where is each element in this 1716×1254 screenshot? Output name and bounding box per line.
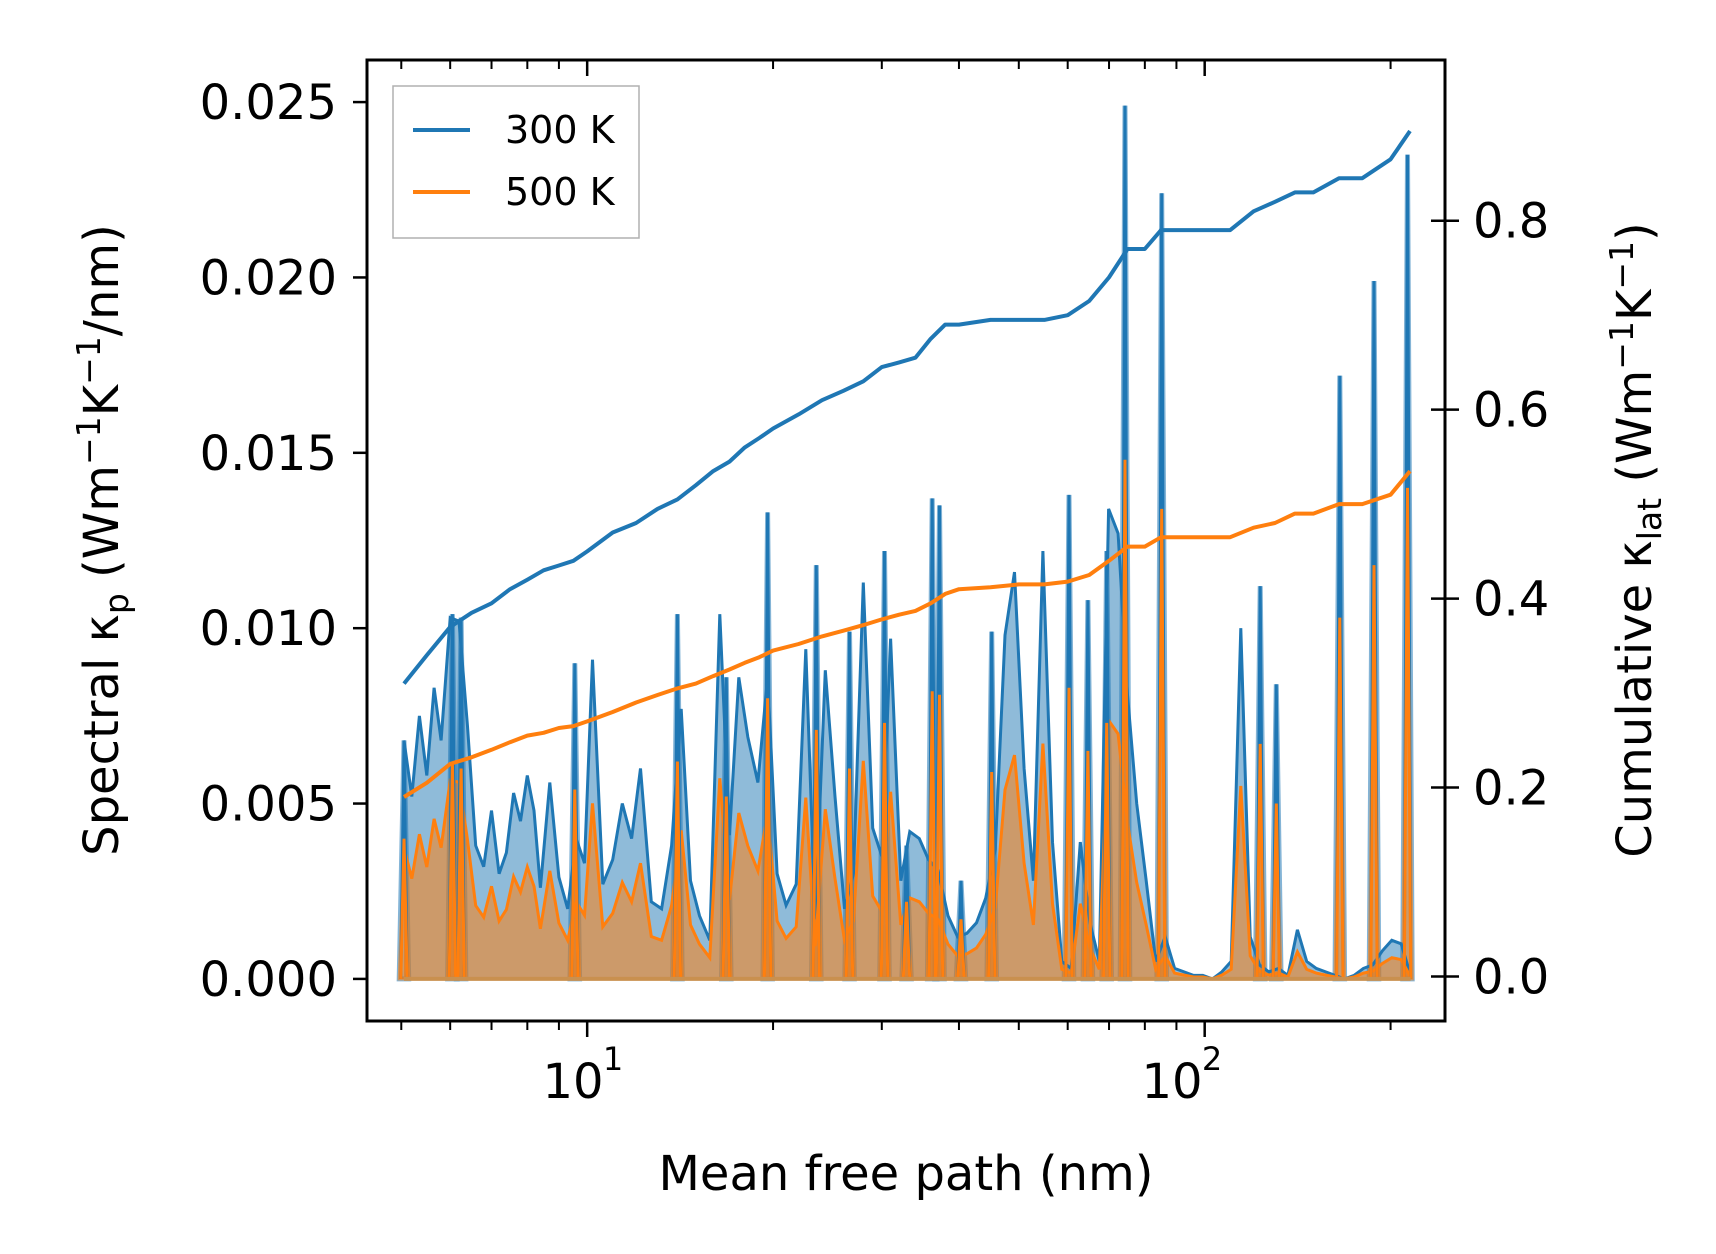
y-left-tick-label: 0.000 <box>200 952 337 1008</box>
spectral-spike-outline-500k <box>399 838 409 979</box>
spectral-spike-outline-500k <box>901 901 912 979</box>
y-left-label-sup: −1 <box>69 336 108 385</box>
ticks-layer <box>353 60 1459 1037</box>
y-right-label-sub: lat <box>1630 498 1669 540</box>
spectral-spike-outline-500k <box>1064 687 1074 979</box>
x-axis-label: Mean free path (nm) <box>659 1146 1154 1202</box>
spectral-spike-outline-500k <box>1255 743 1265 979</box>
y-right-label-main: Cumulative κ <box>1607 540 1663 858</box>
y-right-label-sup: −1 <box>1602 321 1641 370</box>
y-left-label-sup: −1 <box>69 416 108 465</box>
spectral-line-300k <box>402 508 1413 981</box>
x-tick-label-10: 10 1 <box>542 1040 623 1110</box>
y-left-tick-label: 0.025 <box>200 75 337 131</box>
y-left-label-sub: p <box>97 593 136 614</box>
spectral-spike-outline-500k <box>672 761 683 979</box>
spectral-spike-outline-500k <box>1120 459 1130 979</box>
y-right-tick-label: 0.4 <box>1473 572 1549 628</box>
legend-label-300k: 300 K <box>505 108 616 152</box>
plot-frame <box>365 58 1447 1023</box>
spectral-spike-outline-500k <box>762 698 773 979</box>
spectral-spike-outline-500k <box>1335 617 1345 979</box>
spectral-spike-outline-500k <box>1083 750 1093 979</box>
legend-label-500k: 500 K <box>505 170 616 214</box>
y-right-tick-label: 0.8 <box>1473 194 1549 250</box>
spectral-spike-outline-500k <box>927 691 937 979</box>
spectral-spike-outline-500k <box>1102 722 1112 979</box>
x-tick-label-base: 10 <box>1141 1054 1202 1110</box>
spectral-spike-outline-500k <box>934 694 945 979</box>
y-right-label-unit: ) <box>1607 222 1663 241</box>
spectral-spike-outline-500k <box>987 771 997 979</box>
x-tick-label-exp: 2 <box>1202 1040 1222 1078</box>
y-right-label-unit: K <box>1607 288 1663 321</box>
y-left-label-main: Spectral κ <box>74 614 130 856</box>
spectral-spike-outline-500k <box>956 919 966 979</box>
y-left-tick-label: 0.010 <box>200 601 337 657</box>
y-left-tick-label: 0.020 <box>200 250 337 306</box>
cumulative-layer <box>402 129 1412 799</box>
spectral-line-500k <box>402 715 1412 981</box>
y-left-axis-label: Spectral κp (Wm−1K−1/nm) <box>69 224 136 856</box>
spectral-spike-outline-500k <box>721 796 731 979</box>
spectral-layer <box>396 105 1415 982</box>
x-tick-label-base: 10 <box>542 1054 603 1110</box>
spectral-spike-outline-500k <box>456 768 466 979</box>
y-left-tick-label: 0.005 <box>200 777 337 833</box>
spectral-spike-outline-500k <box>1157 508 1167 979</box>
spectral-spike-outline-500k <box>879 722 890 979</box>
legend: 300 K 500 K <box>392 85 640 239</box>
spectral-spike-outline-500k <box>1271 803 1281 979</box>
y-right-tick-label: 0.2 <box>1473 761 1549 817</box>
cumulative-line-500k <box>402 469 1412 799</box>
x-tick-label-100: 10 2 <box>1141 1040 1222 1110</box>
y-right-label-unit: (Wm <box>1607 370 1663 498</box>
y-left-label-unit: K <box>74 383 130 416</box>
y-right-axis-label: Cumulative κlat (Wm−1K−1) <box>1602 222 1669 858</box>
spectral-spike-outline-500k <box>1402 487 1413 979</box>
y-left-tick-label: 0.015 <box>200 426 337 482</box>
y-left-label-unit: (Wm <box>74 465 130 593</box>
spectral-spike-outline-500k <box>1369 565 1379 979</box>
x-tick-label-exp: 1 <box>603 1040 623 1078</box>
spectral-spike-outline-500k <box>811 729 821 979</box>
y-right-label-sup: −1 <box>1602 241 1641 290</box>
spectral-spike-outline-500k <box>844 768 855 979</box>
y-right-tick-label: 0.6 <box>1473 383 1549 439</box>
legend-box <box>392 85 640 239</box>
y-right-tick-label: 0.0 <box>1473 950 1549 1006</box>
spectral-spike-outline-500k <box>570 789 580 979</box>
y-left-label-unit: /nm) <box>74 224 130 336</box>
cumulative-line-300k <box>402 129 1412 685</box>
